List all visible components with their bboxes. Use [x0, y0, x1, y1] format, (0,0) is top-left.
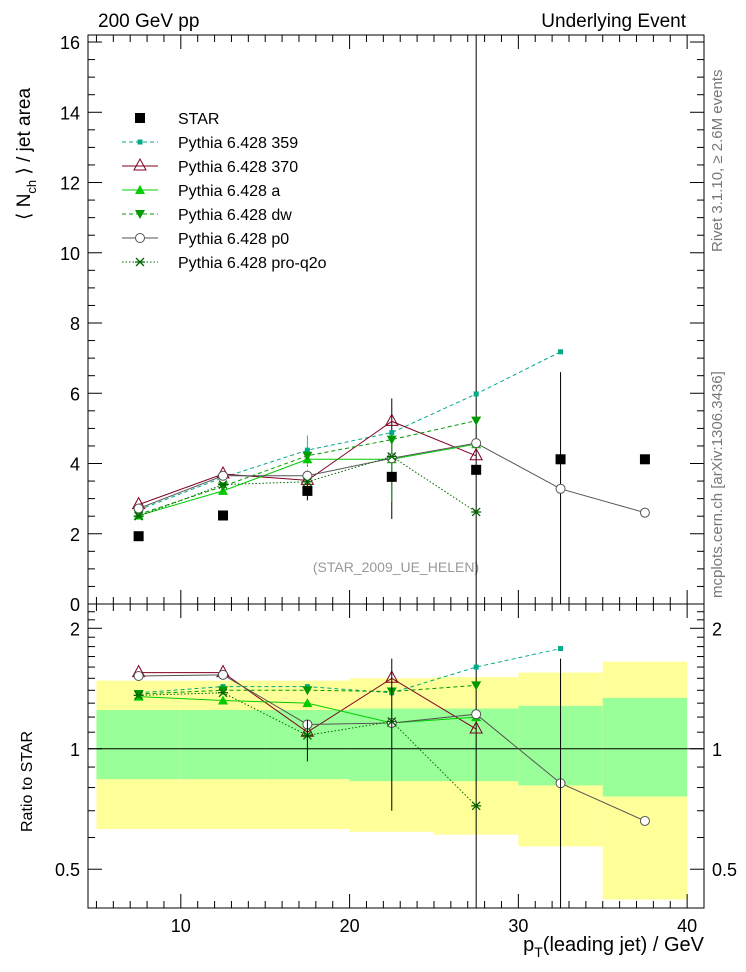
series-marker-pq2o [218, 480, 229, 490]
y-tick-label: 2 [70, 525, 80, 545]
series-marker-pp0 [471, 709, 482, 720]
series-marker-p370 [469, 721, 484, 734]
data-point-star [386, 471, 397, 482]
legend-marker-data [135, 113, 145, 123]
series-marker-pq2o [302, 477, 313, 487]
series-marker-pq2o [471, 801, 482, 811]
legend-label-p370: Pythia 6.428 370 [178, 159, 298, 176]
x-tick-label: 30 [508, 916, 528, 936]
ratio-y-tick-label-right: 1 [712, 740, 722, 760]
series-marker-pp0 [555, 483, 566, 494]
ratio-y-tick-label: 1 [70, 740, 80, 760]
series-marker-p359 [558, 349, 564, 355]
series-marker-pp0 [133, 503, 144, 514]
ratio-y-tick-label-right: 2 [712, 619, 722, 639]
legend: STAR Pythia 6.428 359 Pythia 6.428 370 Pyth… [122, 111, 327, 272]
legend-marker-p359 [137, 139, 143, 145]
legend-marker-pa [135, 185, 145, 194]
legend-label-p359: Pythia 6.428 359 [178, 135, 298, 152]
series-marker-pp0 [302, 470, 313, 481]
series-marker-p370 [384, 413, 399, 426]
series-marker-pdw [302, 686, 313, 696]
ratio-panel: 10 20 30 40 0.5 0.5 1 1 2 2 [55, 603, 737, 936]
series-marker-pq2o [471, 507, 482, 517]
side-label-top: Rivet 3.1.10, ≥ 2.6M events [709, 70, 726, 253]
series-marker-p370 [469, 447, 484, 461]
series-marker-pq2o [218, 688, 229, 698]
main-y-label: ⟨ Nch ⟩ / jet area [14, 88, 39, 220]
side-label-bottom: mcplots.cern.ch [arXiv:1306.3436] [709, 371, 726, 598]
header-left: 200 GeV pp [98, 11, 199, 32]
y-tick-label: 14 [60, 103, 80, 123]
data-point-star [133, 531, 144, 542]
data-point-star [302, 485, 313, 496]
series-line-pq2o [138, 455, 477, 517]
x-tick-label: 10 [171, 916, 191, 936]
series-marker-p359 [558, 646, 564, 652]
series-marker-pp0 [218, 470, 229, 481]
ratio-frame [87, 603, 705, 909]
series-marker-pdw [471, 681, 482, 691]
ratio-y-tick-label-right: 0.5 [712, 860, 737, 880]
series-marker-pa [302, 698, 313, 708]
legend-marker-pdw [135, 210, 145, 219]
series-marker-pa [218, 695, 229, 705]
x-tick-label: 40 [677, 916, 697, 936]
y-tick-label: 0 [70, 595, 80, 615]
series-marker-pp0 [133, 670, 144, 681]
series-marker-pdw [302, 451, 313, 461]
series-marker-pp0 [639, 507, 650, 518]
y-tick-label: 4 [70, 455, 80, 475]
y-tick-label: 8 [70, 314, 80, 334]
legend-label-pq2o: Pythia 6.428 pro-q2o [178, 255, 327, 272]
ratio-y-tick-label: 2 [70, 619, 80, 639]
series-line-p359 [138, 648, 561, 694]
series-marker-p359 [304, 447, 310, 453]
legend-label-data: STAR [178, 111, 219, 128]
series-line-p359 [138, 351, 561, 511]
series-marker-pq2o [133, 511, 144, 521]
legend-marker-p370 [133, 157, 147, 171]
ratio-y-label: Ratio to STAR [19, 731, 36, 832]
legend-label-pdw: Pythia 6.428 dw [178, 207, 292, 224]
series-marker-p359 [473, 664, 479, 670]
series-marker-pp0 [639, 815, 650, 826]
ratio-band-green [602, 697, 688, 797]
header-right: Underlying Event [541, 11, 686, 32]
ratio-y-tick-label: 0.5 [55, 860, 80, 880]
y-tick-label: 10 [60, 244, 80, 264]
series-marker-p359 [389, 430, 395, 436]
data-point-star [471, 464, 482, 475]
legend-label-pa: Pythia 6.428 a [178, 183, 280, 200]
ratio-band-green [96, 709, 181, 780]
x-tick-label: 20 [340, 916, 360, 936]
legend-label-pp0: Pythia 6.428 p0 [178, 231, 289, 248]
series-marker-pp0 [218, 669, 229, 680]
y-tick-label: 6 [70, 384, 80, 404]
legend-marker-pq2o [135, 257, 145, 267]
analysis-watermark: (STAR_2009_UE_HELEN) [313, 559, 479, 575]
series-marker-pq2o [386, 452, 397, 461]
x-label: pT(leading jet) / GeV [523, 934, 705, 960]
data-point-star [218, 510, 229, 521]
ratio-band-green [180, 709, 266, 780]
legend-marker-pp0 [135, 233, 145, 243]
data-point-star [555, 454, 566, 465]
series-marker-pdw [386, 435, 397, 445]
y-tick-label: 12 [60, 174, 80, 194]
data-point-star [639, 454, 650, 465]
series-marker-p359 [473, 391, 479, 397]
series-marker-pdw [218, 686, 229, 696]
series-marker-pq2o [133, 690, 144, 700]
series-marker-pp0 [471, 438, 482, 449]
series-marker-pdw [471, 416, 482, 426]
y-tick-label: 16 [60, 33, 80, 53]
